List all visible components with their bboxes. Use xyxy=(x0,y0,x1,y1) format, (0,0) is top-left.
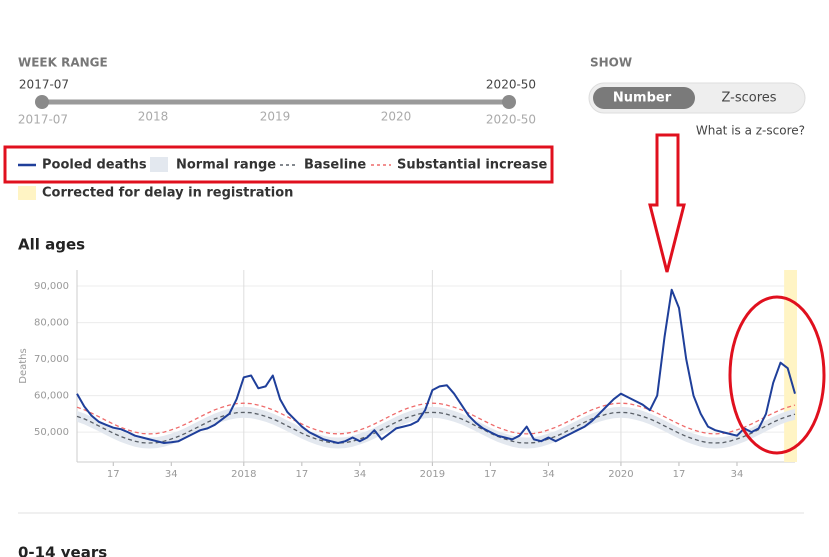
range-tick: 2020-50 xyxy=(486,113,536,127)
zscore-help-link[interactable]: What is a z-score? xyxy=(696,124,805,138)
series-line xyxy=(76,411,796,444)
y-tick-label: 50,000 xyxy=(34,427,69,438)
legend-label: Baseline xyxy=(304,158,366,173)
range-start-value: 2017-07 xyxy=(19,78,69,92)
legend-label: Pooled deaths xyxy=(42,158,147,173)
range-tick: 2019 xyxy=(260,110,291,124)
range-start-handle[interactable] xyxy=(35,95,49,109)
range-tick: 2018 xyxy=(138,110,169,124)
range-end-handle[interactable] xyxy=(502,95,516,109)
toggle-number-label[interactable]: Number xyxy=(613,91,672,106)
range-end-value: 2020-50 xyxy=(486,78,536,92)
range-tick: 2017-07 xyxy=(18,113,68,127)
legend-label: Normal range xyxy=(176,158,276,173)
annotation-arrow xyxy=(648,133,686,273)
x-tick-label: 17 xyxy=(295,469,308,480)
x-tick-label: 34 xyxy=(353,469,366,480)
range-tick: 2020 xyxy=(381,110,412,124)
y-tick-label: 70,000 xyxy=(34,354,69,365)
show-label: SHOW xyxy=(590,56,632,70)
y-tick-label: 90,000 xyxy=(34,281,69,292)
legend-swatch xyxy=(150,157,168,172)
week-range-label: WEEK RANGE xyxy=(18,56,108,70)
y-axis-label: Deaths xyxy=(18,348,29,383)
x-tick-label: 34 xyxy=(542,469,555,480)
normal-range-band xyxy=(77,406,795,449)
x-tick-label: 34 xyxy=(731,469,744,480)
toggle-number[interactable] xyxy=(593,87,695,109)
legend-label: Substantial increase xyxy=(397,158,547,173)
x-tick-label: 2020 xyxy=(608,469,633,480)
y-tick-label: 60,000 xyxy=(34,391,69,402)
legend-label: Corrected for delay in registration xyxy=(42,186,293,201)
legend: Pooled deaths Normal range Baseline Subs… xyxy=(18,157,547,201)
annotation-box xyxy=(3,145,554,184)
series-line xyxy=(76,288,796,444)
x-tick-label: 17 xyxy=(484,469,497,480)
x-tick-label: 17 xyxy=(107,469,120,480)
y-tick-label: 80,000 xyxy=(34,318,69,329)
annotation-ellipse xyxy=(728,295,826,455)
next-section-title: 0-14 years xyxy=(18,544,107,557)
x-tick-label: 2019 xyxy=(420,469,445,480)
section-title: All ages xyxy=(18,236,85,254)
plot: 50,000 60,000 70,000 80,000 90,000 17 34 2018 17… xyxy=(34,270,797,480)
x-tick-label: 34 xyxy=(165,469,178,480)
x-tick-label: 17 xyxy=(673,469,686,480)
legend-swatch xyxy=(18,186,36,200)
x-tick-label: 2018 xyxy=(231,469,256,480)
series-line xyxy=(76,402,796,435)
toggle-zscore-label[interactable]: Z-scores xyxy=(721,91,776,106)
